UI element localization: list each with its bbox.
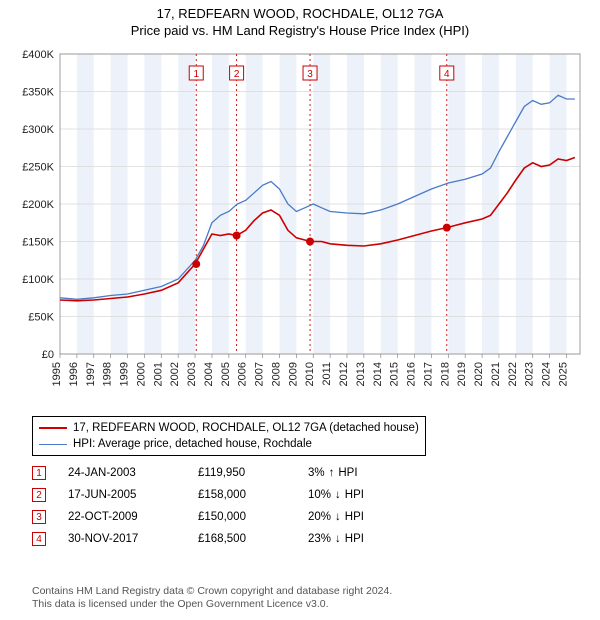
sales-table: 1 24-JAN-2003£119,9503% ↑ HPI 2 17-JUN-2005… [32,462,364,550]
svg-text:£50K: £50K [28,312,54,324]
page-title-subtitle: Price paid vs. HM Land Registry's House … [0,23,600,38]
page-title-address: 17, REDFEARN WOOD, ROCHDALE, OL12 7GA [0,6,600,21]
svg-text:£400K: £400K [22,49,54,61]
svg-text:1999: 1999 [119,362,131,386]
svg-text:2016: 2016 [406,362,418,386]
sale-delta: 20% ↓ HPI [308,511,364,523]
svg-text:2019: 2019 [456,362,468,386]
sale-date: 30-NOV-2017 [68,533,198,545]
sale-marker-icon: 3 [32,510,46,524]
svg-text:2: 2 [234,69,240,80]
sale-marker-icon: 2 [32,488,46,502]
svg-text:1998: 1998 [102,362,114,386]
arrow-down-icon: ↓ [335,533,341,545]
legend-label: 17, REDFEARN WOOD, ROCHDALE, OL12 7GA (d… [73,422,419,434]
svg-text:1997: 1997 [85,362,97,386]
svg-text:2015: 2015 [389,362,401,386]
footer-line2: This data is licensed under the Open Gov… [32,598,392,612]
sale-marker-icon: 4 [32,532,46,546]
sale-date: 17-JUN-2005 [68,489,198,501]
svg-text:£200K: £200K [22,199,54,211]
sale-row: 2 17-JUN-2005£158,00010% ↓ HPI [32,484,364,506]
chart-svg: £0 £50K £100K £150K £200K £250K £300K £350K £400… [10,46,590,406]
svg-text:2002: 2002 [169,362,181,386]
sale-price: £168,500 [198,533,308,545]
svg-text:2014: 2014 [372,362,384,386]
svg-text:2009: 2009 [287,362,299,386]
svg-text:2000: 2000 [135,362,147,386]
svg-text:2004: 2004 [203,362,215,386]
footer-line1: Contains HM Land Registry data © Crown c… [32,585,392,599]
price-chart: £0 £50K £100K £150K £200K £250K £300K £350K £400… [10,46,590,406]
svg-text:2023: 2023 [524,362,536,386]
svg-text:2006: 2006 [237,362,249,386]
svg-text:2005: 2005 [220,362,232,386]
legend-item-hpi: HPI: Average price, detached house, Roch… [39,436,419,452]
arrow-down-icon: ↓ [335,511,341,523]
sale-marker-icon: 1 [32,466,46,480]
svg-text:2013: 2013 [355,362,367,386]
sale-price: £150,000 [198,511,308,523]
svg-text:1: 1 [193,69,199,80]
svg-text:2007: 2007 [254,362,266,386]
svg-text:2021: 2021 [490,362,502,386]
svg-text:2020: 2020 [473,362,485,386]
svg-text:2010: 2010 [304,362,316,386]
legend-item-property: 17, REDFEARN WOOD, ROCHDALE, OL12 7GA (d… [39,420,419,436]
svg-text:£0: £0 [42,349,54,361]
sale-price: £119,950 [198,467,308,479]
svg-text:1996: 1996 [68,362,80,386]
svg-text:3: 3 [307,69,313,80]
sale-row: 1 24-JAN-2003£119,9503% ↑ HPI [32,462,364,484]
svg-text:£100K: £100K [22,274,54,286]
sale-delta: 3% ↑ HPI [308,467,358,479]
svg-text:2024: 2024 [541,362,553,386]
svg-text:2025: 2025 [557,362,569,386]
svg-text:1995: 1995 [51,362,63,386]
svg-text:2011: 2011 [321,362,333,386]
sale-date: 24-JAN-2003 [68,467,198,479]
svg-text:£250K: £250K [22,162,54,174]
arrow-down-icon: ↓ [335,489,341,501]
sale-row: 3 22-OCT-2009£150,00020% ↓ HPI [32,506,364,528]
svg-text:4: 4 [444,69,450,80]
svg-text:2022: 2022 [507,362,519,386]
svg-text:£150K: £150K [22,237,54,249]
svg-text:2008: 2008 [270,362,282,386]
sale-row: 4 30-NOV-2017£168,50023% ↓ HPI [32,528,364,550]
sale-delta: 10% ↓ HPI [308,489,364,501]
footer-attribution: Contains HM Land Registry data © Crown c… [32,585,392,612]
svg-text:2012: 2012 [338,362,350,386]
svg-text:2003: 2003 [186,362,198,386]
svg-text:£300K: £300K [22,124,54,136]
arrow-up-icon: ↑ [329,467,335,479]
sale-price: £158,000 [198,489,308,501]
legend: 17, REDFEARN WOOD, ROCHDALE, OL12 7GA (d… [32,416,426,456]
svg-text:£350K: £350K [22,87,54,99]
legend-label: HPI: Average price, detached house, Roch… [73,438,312,450]
sale-date: 22-OCT-2009 [68,511,198,523]
sale-delta: 23% ↓ HPI [308,533,364,545]
svg-text:2018: 2018 [439,362,451,386]
svg-text:2017: 2017 [422,362,434,386]
svg-text:2001: 2001 [152,362,164,386]
